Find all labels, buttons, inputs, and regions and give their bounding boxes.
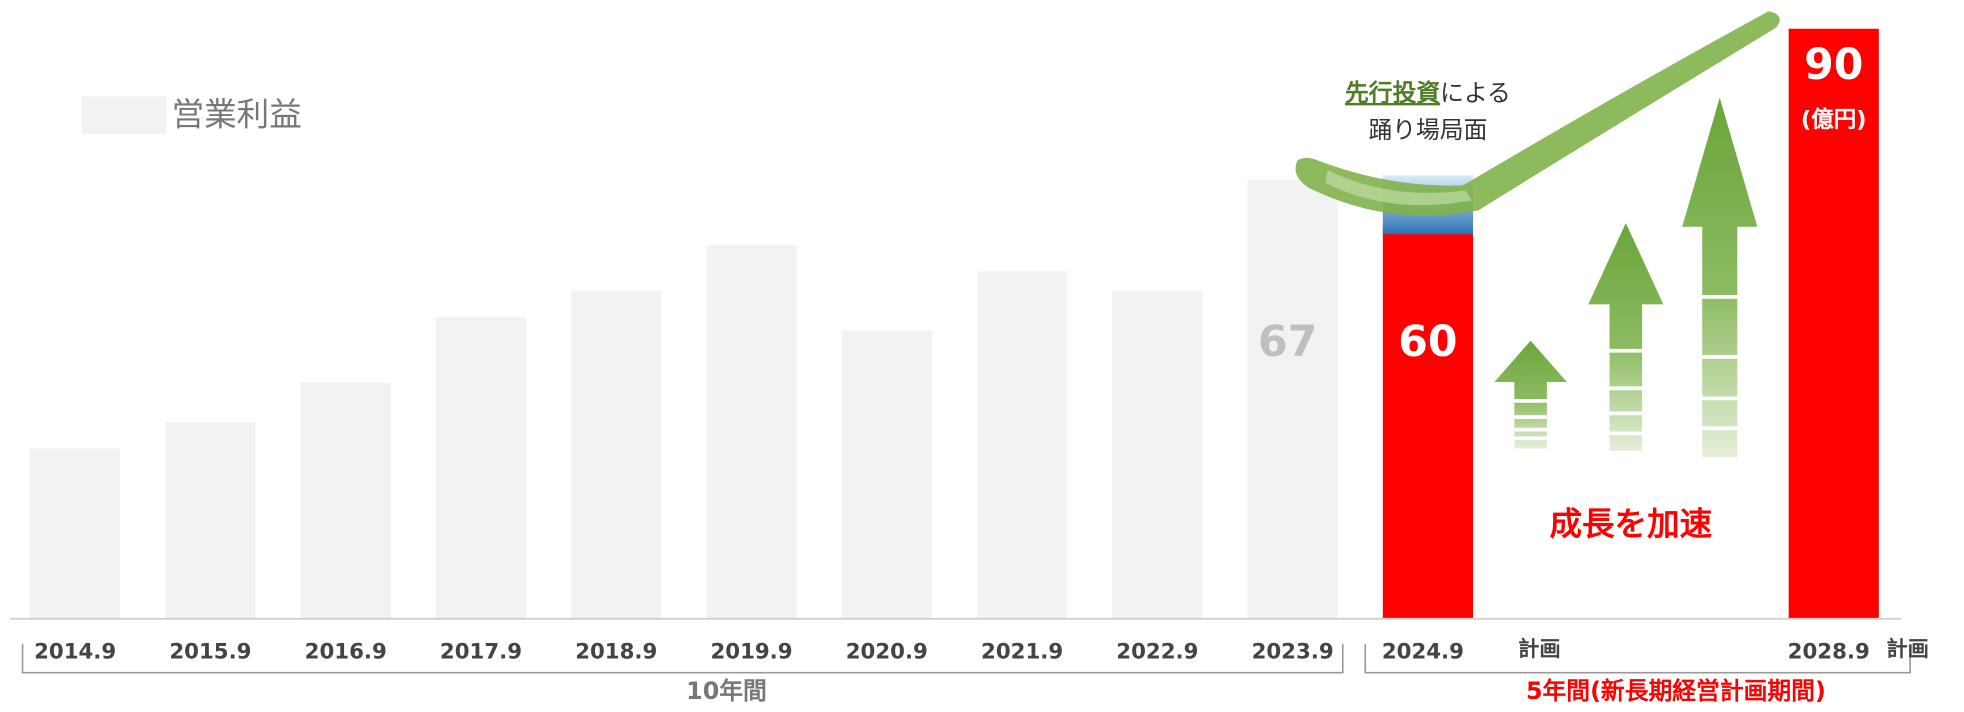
investment-note: 先行投資による xyxy=(1345,78,1511,106)
plan-suffix: 計画 xyxy=(1518,636,1561,662)
bar xyxy=(165,422,255,619)
value-label: 60 xyxy=(1398,317,1457,367)
x-tick-label: 2019.9 xyxy=(710,640,792,665)
arrow xyxy=(1588,223,1663,451)
value-label: 67 xyxy=(1258,317,1317,367)
plateau-note: 踊り場局面 xyxy=(1368,116,1487,144)
x-tick-label: 2018.9 xyxy=(575,640,657,665)
bar xyxy=(436,317,526,619)
x-tick-label: 2017.9 xyxy=(440,640,522,665)
bar xyxy=(977,271,1067,618)
bar xyxy=(1112,291,1202,619)
plan-suffix: 計画 xyxy=(1886,636,1929,662)
investment-rest: による xyxy=(1440,78,1511,106)
x-tick-label: 2015.9 xyxy=(169,640,251,665)
bar xyxy=(1248,180,1338,619)
x-tick-label: 2014.9 xyxy=(34,640,116,665)
chart: 営業利益 (億円) 先行投資による 踊り場局面 成長を加速 計画 計画 10年間… xyxy=(0,0,1964,712)
legend-label: 営業利益 xyxy=(172,96,302,134)
bar xyxy=(1383,225,1473,618)
x-tick-label: 2028.9 xyxy=(1788,640,1870,665)
bar xyxy=(301,383,391,619)
x-tick-label: 2021.9 xyxy=(981,640,1063,665)
period-plan: 5年間(新長期経営計画期間) xyxy=(1526,677,1826,705)
accelerate-note: 成長を加速 xyxy=(1549,505,1712,543)
x-tick-label: 2024.9 xyxy=(1382,640,1464,665)
page: {"chart_data":{"type":"bar", "categories… xyxy=(0,0,1964,712)
x-tick-label: 2020.9 xyxy=(846,640,928,665)
x-tick-label: 2016.9 xyxy=(305,640,387,665)
investment-keyword: 先行投資 xyxy=(1345,78,1440,106)
legend-swatch xyxy=(81,96,166,134)
bar xyxy=(571,291,661,619)
x-tick-label: 2022.9 xyxy=(1116,640,1198,665)
bar xyxy=(706,245,796,619)
value-label: 90 xyxy=(1804,40,1863,90)
arrow xyxy=(1682,98,1757,457)
x-tick-label: 2023.9 xyxy=(1252,640,1334,665)
unit-label: (億円) xyxy=(1801,107,1867,133)
arrow xyxy=(1494,341,1567,449)
bar xyxy=(842,330,932,618)
bar xyxy=(30,448,120,618)
period-past: 10年間 xyxy=(686,677,767,705)
